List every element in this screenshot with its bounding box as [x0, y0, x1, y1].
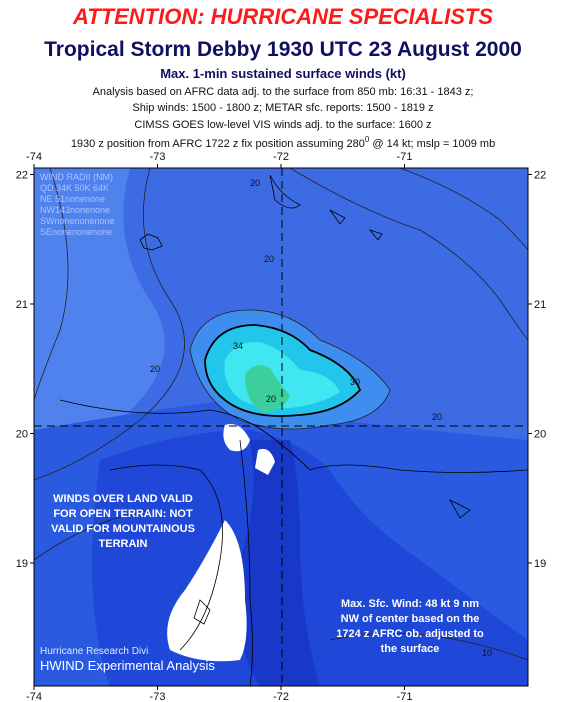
note-line: NW of center based on the [341, 613, 480, 625]
lat-label: 21 [534, 299, 546, 311]
position-sup: 0 [365, 135, 370, 144]
note-line: Max. Sfc. Wind: 48 kt 9 nm [341, 598, 479, 610]
radii-line: WIND RADII (NM) [40, 172, 113, 182]
note-line: WINDS OVER LAND VALID [53, 493, 193, 505]
note-line: 1724 z AFRC ob. adjusted to [336, 628, 484, 640]
radii-line: SWnonenonenone [40, 216, 115, 226]
position-rest: @ 14 kt; mslp = 1009 mb [369, 138, 495, 150]
graticule-labels: -74 -74 -73 -73 -72 -72 -71 -71 22 22 21 21 20 20 19 19 [16, 151, 547, 702]
lat-label: 21 [16, 299, 28, 311]
lat-label: 20 [534, 428, 546, 440]
land-mask [223, 424, 250, 452]
info-line: Ship winds: 1500 - 1800 z; METAR sfc. re… [132, 102, 433, 114]
contour-34 [204, 324, 362, 417]
note-line: TERRAIN [99, 538, 148, 550]
note-line: FOR OPEN TERRAIN: NOT [53, 508, 193, 520]
contours [34, 168, 528, 661]
land-note: WINDS OVER LAND VALID FOR OPEN TERRAIN: … [51, 493, 195, 550]
wind-field [245, 365, 290, 412]
radii-line: SEnonenonenone [40, 227, 112, 237]
lon-label: -74 [26, 691, 42, 702]
contour-label: 20 [150, 364, 160, 374]
land-mask [167, 520, 247, 662]
credit: Hurricane Research Divi [40, 646, 148, 657]
wind-field [34, 168, 165, 500]
title: Tropical Storm Debby 1930 UTC 23 August … [44, 38, 522, 61]
contour-label: 34 [233, 341, 243, 351]
lon-label: -71 [397, 691, 413, 702]
subtitle: Max. 1-min sustained surface winds (kt) [160, 66, 406, 81]
position-text: 1930 z position from AFRC 1722 z fix pos… [71, 138, 365, 150]
contour-label: 20 [264, 254, 274, 264]
contour-label: 10 [482, 648, 492, 658]
max-wind-note: Max. Sfc. Wind: 48 kt 9 nm NW of center … [336, 598, 484, 655]
contour-labels: 20 20 20 34 30 20 20 10 [150, 178, 492, 658]
radii-line: QD 34K 50K 64K [40, 183, 109, 193]
lon-label: -73 [150, 691, 166, 702]
contour-label: 20 [250, 178, 260, 188]
contour-label: 20 [432, 412, 442, 422]
contour-label: 20 [266, 394, 276, 404]
lon-label: -71 [397, 151, 413, 163]
land-mask [255, 448, 275, 475]
lat-label: 19 [534, 558, 546, 570]
info-line: Analysis based on AFRC data adj. to the … [93, 86, 474, 98]
wind-radii-box: WIND RADII (NM) QD 34K 50K 64K NE 51none… [40, 172, 115, 237]
lat-label: 22 [534, 169, 546, 181]
radii-line: NW143nonenone [40, 205, 110, 215]
lon-label: -72 [273, 691, 289, 702]
credit: HWIND Experimental Analysis [40, 658, 215, 673]
coastlines [59, 174, 528, 686]
contour-label: 30 [350, 377, 360, 387]
lon-label: -73 [150, 151, 166, 163]
wind-field [237, 440, 320, 686]
map [34, 168, 528, 686]
radii-line: NE 51nonenone [40, 194, 105, 204]
note-line: the surface [381, 643, 440, 655]
lon-label: -74 [26, 151, 42, 163]
lat-label: 19 [16, 558, 28, 570]
lat-label: 22 [16, 169, 28, 181]
alert-title: ATTENTION: HURRICANE SPECIALISTS [72, 4, 493, 29]
position-line: 1930 z position from AFRC 1722 z fix pos… [71, 135, 495, 150]
note-line: VALID FOR MOUNTAINOUS [51, 523, 195, 535]
lon-label: -72 [273, 151, 289, 163]
info-line: CIMSS GOES low-level VIS winds adj. to t… [134, 119, 431, 131]
lat-label: 20 [16, 428, 28, 440]
